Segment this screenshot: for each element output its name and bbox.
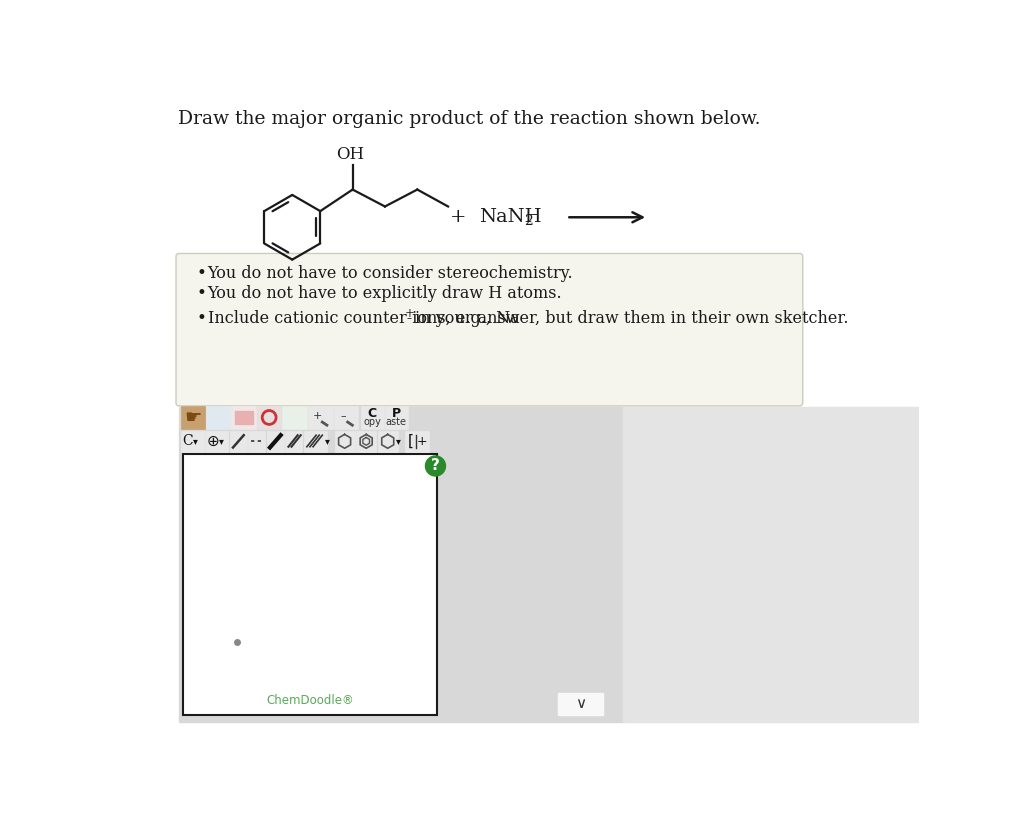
Text: in your answer, but draw them in their own sketcher.: in your answer, but draw them in their o…	[410, 309, 848, 326]
Bar	[286, 431, 302, 452]
Bar	[304, 431, 327, 452]
Bar	[180, 406, 205, 429]
FancyBboxPatch shape	[176, 254, 803, 406]
Bar	[249, 431, 265, 452]
Text: OH: OH	[336, 146, 365, 163]
Text: –: –	[340, 411, 346, 421]
Bar	[183, 455, 437, 715]
Text: C: C	[368, 407, 377, 420]
Text: 2: 2	[524, 214, 532, 228]
Text: •: •	[196, 309, 206, 326]
Text: ▾: ▾	[325, 437, 330, 446]
Bar	[283, 406, 307, 429]
Bar	[335, 431, 354, 452]
Bar	[378, 431, 397, 452]
Text: aste: aste	[386, 417, 407, 427]
Bar	[179, 406, 625, 721]
Bar	[624, 407, 920, 721]
Bar	[356, 431, 376, 452]
Text: C: C	[182, 434, 193, 448]
Text: Draw the major organic product of the reaction shown below.: Draw the major organic product of the re…	[178, 110, 761, 128]
Text: +: +	[450, 208, 466, 226]
Bar	[206, 406, 230, 429]
Text: +: +	[417, 435, 428, 448]
Text: ∨: ∨	[574, 696, 586, 712]
Text: You do not have to explicitly draw H atoms.: You do not have to explicitly draw H ato…	[208, 285, 562, 302]
Text: P: P	[391, 407, 400, 420]
Circle shape	[425, 456, 445, 476]
Text: ChemDoodle®: ChemDoodle®	[266, 694, 354, 707]
Text: ?: ?	[431, 459, 440, 473]
Bar	[308, 406, 333, 429]
Bar	[267, 431, 284, 452]
Bar	[385, 406, 408, 429]
Text: opy: opy	[364, 417, 381, 427]
Text: •: •	[196, 285, 206, 302]
Bar	[230, 431, 247, 452]
Text: ▾: ▾	[193, 437, 198, 446]
Bar	[257, 406, 282, 429]
Bar	[406, 431, 429, 452]
Text: You do not have to consider stereochemistry.: You do not have to consider stereochemis…	[208, 265, 573, 282]
Text: •: •	[196, 265, 206, 282]
Bar	[205, 431, 228, 452]
Text: NaNH: NaNH	[479, 208, 542, 226]
Text: Include cationic counter-ions, e.g., Na: Include cationic counter-ions, e.g., Na	[208, 309, 519, 326]
Bar	[334, 406, 358, 429]
Text: ⊕: ⊕	[207, 434, 219, 449]
Text: [: [	[408, 434, 414, 449]
Bar	[231, 406, 256, 429]
Text: +: +	[404, 307, 414, 320]
Text: ▾: ▾	[396, 437, 401, 446]
Bar	[234, 410, 253, 424]
Bar	[180, 431, 204, 452]
Text: ▾: ▾	[219, 437, 224, 446]
Bar	[558, 693, 602, 715]
Bar	[360, 406, 384, 429]
Text: ☛: ☛	[184, 408, 202, 427]
Text: +: +	[313, 411, 323, 421]
